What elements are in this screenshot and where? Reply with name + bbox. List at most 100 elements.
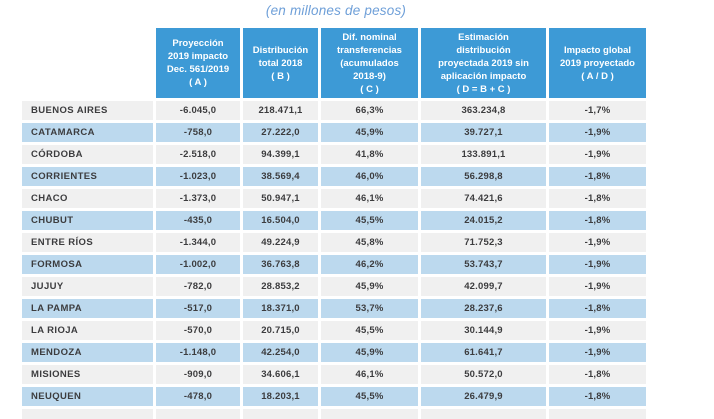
value-cell: 27.222,0	[243, 123, 318, 142]
value-cell: 45,9%	[321, 343, 418, 362]
header-col-a: Proyección 2019 impacto Dec. 561/2019 ( …	[156, 28, 240, 98]
value-cell: -6.045,0	[156, 101, 240, 120]
impact-table: Proyección 2019 impacto Dec. 561/2019 ( …	[19, 25, 649, 419]
table-row: MISIONES -909,0 34.606,1 46,1% 50.572,0 -1,8%	[22, 365, 646, 384]
value-cell: -758,0	[156, 123, 240, 142]
header-col-c: Dif. nominal transferencias (acumulados …	[321, 28, 418, 98]
value-cell	[22, 409, 153, 419]
value-cell: -1,8%	[549, 387, 646, 406]
value-cell: 20.715,0	[243, 321, 318, 340]
value-cell: -2.518,0	[156, 145, 240, 164]
value-cell: 46,0%	[321, 167, 418, 186]
value-cell: -782,0	[156, 277, 240, 296]
value-cell: 133.891,1	[421, 145, 546, 164]
province-cell: CÓRDOBA	[22, 145, 153, 164]
value-cell: -1.023,0	[156, 167, 240, 186]
value-cell: 24.015,2	[421, 211, 546, 230]
value-cell: 363.234,8	[421, 101, 546, 120]
value-cell: 50.572,0	[421, 365, 546, 384]
value-cell: -1,8%	[549, 299, 646, 318]
value-cell: 71.752,3	[421, 233, 546, 252]
table-row: BUENOS AIRES -6.045,0 218.471,1 66,3% 363.23…	[22, 101, 646, 120]
table-row: FORMOSA -1.002,0 36.763,8 46,2% 53.743,7 -1,9…	[22, 255, 646, 274]
value-cell: -1.373,0	[156, 189, 240, 208]
value-cell: 94.399,1	[243, 145, 318, 164]
province-cell: ENTRE RÍOS	[22, 233, 153, 252]
value-cell: 42.099,7	[421, 277, 546, 296]
value-cell: 45,5%	[321, 387, 418, 406]
value-cell: -1,9%	[549, 343, 646, 362]
value-cell: -570,0	[156, 321, 240, 340]
value-cell: -1,7%	[549, 101, 646, 120]
header-row: Proyección 2019 impacto Dec. 561/2019 ( …	[22, 28, 646, 98]
province-cell: LA RIOJA	[22, 321, 153, 340]
header-col-d: Estimación distribución proyectada 2019 …	[421, 28, 546, 98]
value-cell	[243, 409, 318, 419]
value-cell: -1,8%	[549, 189, 646, 208]
value-cell: 16.504,0	[243, 211, 318, 230]
province-cell: BUENOS AIRES	[22, 101, 153, 120]
table-row: CHACO -1.373,0 50.947,1 46,1% 74.421,6 -1,8%	[22, 189, 646, 208]
value-cell: 53.743,7	[421, 255, 546, 274]
value-cell: -1,8%	[549, 167, 646, 186]
province-cell: FORMOSA	[22, 255, 153, 274]
value-cell: -1.148,0	[156, 343, 240, 362]
value-cell: 34.606,1	[243, 365, 318, 384]
value-cell: 26.479,9	[421, 387, 546, 406]
value-cell	[156, 409, 240, 419]
value-cell: 45,9%	[321, 277, 418, 296]
value-cell: 49.224,9	[243, 233, 318, 252]
table-row: ENTRE RÍOS -1.344,0 49.224,9 45,8% 71.752,3-…	[22, 233, 646, 252]
table-row: CHUBUT -435,0 16.504,0 45,5% 24.015,2 -1,8%	[22, 211, 646, 230]
table-row: CÓRDOBA -2.518,0 94.399,1 41,8% 133.891,1 -1,…	[22, 145, 646, 164]
value-cell: -1,9%	[549, 123, 646, 142]
table-caption: (en millones de pesos)	[265, 3, 407, 18]
value-cell: -1,9%	[549, 145, 646, 164]
value-cell: 218.471,1	[243, 101, 318, 120]
value-cell	[321, 409, 418, 419]
value-cell: 45,9%	[321, 123, 418, 142]
table-row: JUJUY -782,0 28.853,2 45,9% 42.099,7 -1,9%	[22, 277, 646, 296]
table-row: CATAMARCA -758,0 27.222,0 45,9% 39.727,1 -1,9…	[22, 123, 646, 142]
value-cell: 56.298,8	[421, 167, 546, 186]
value-cell: 46,1%	[321, 189, 418, 208]
value-cell: 28.237,6	[421, 299, 546, 318]
value-cell: 45,5%	[321, 211, 418, 230]
value-cell: 53,7%	[321, 299, 418, 318]
header-col-impacto-global: Impacto global 2019 proyectado ( A / D )	[549, 28, 646, 98]
header-col-b: Distribución total 2018 ( B )	[243, 28, 318, 98]
value-cell: 45,5%	[321, 321, 418, 340]
table-row: LA PAMPA -517,0 18.371,0 53,7% 28.237,6 -1,8%	[22, 299, 646, 318]
value-cell: -1,9%	[549, 321, 646, 340]
header-empty-cell	[22, 28, 153, 98]
value-cell: -435,0	[156, 211, 240, 230]
value-cell: 74.421,6	[421, 189, 546, 208]
province-cell: LA PAMPA	[22, 299, 153, 318]
value-cell: 46,1%	[321, 365, 418, 384]
value-cell: -478,0	[156, 387, 240, 406]
value-cell: 61.641,7	[421, 343, 546, 362]
value-cell: -1,9%	[549, 233, 646, 252]
province-cell: CORRIENTES	[22, 167, 153, 186]
value-cell: -517,0	[156, 299, 240, 318]
value-cell: 30.144,9	[421, 321, 546, 340]
table-row: LA RIOJA -570,0 20.715,0 45,5% 30.144,9 -1,9%	[22, 321, 646, 340]
province-cell: CHACO	[22, 189, 153, 208]
value-cell: 36.763,8	[243, 255, 318, 274]
table-row: MENDOZA -1.148,0 42.254,0 45,9% 61.641,7 -1,9…	[22, 343, 646, 362]
province-cell: CATAMARCA	[22, 123, 153, 142]
value-cell: 39.727,1	[421, 123, 546, 142]
value-cell: -1,9%	[549, 255, 646, 274]
table-row: CORRIENTES -1.023,0 38.569,4 46,0% 56.298,8-…	[22, 167, 646, 186]
value-cell	[421, 409, 546, 419]
table-body: BUENOS AIRES -6.045,0 218.471,1 66,3% 363.23…	[22, 101, 646, 419]
value-cell: 42.254,0	[243, 343, 318, 362]
value-cell: 18.371,0	[243, 299, 318, 318]
value-cell: 46,2%	[321, 255, 418, 274]
value-cell: -1.002,0	[156, 255, 240, 274]
value-cell: -909,0	[156, 365, 240, 384]
province-cell: JUJUY	[22, 277, 153, 296]
value-cell: 18.203,1	[243, 387, 318, 406]
value-cell: 45,8%	[321, 233, 418, 252]
